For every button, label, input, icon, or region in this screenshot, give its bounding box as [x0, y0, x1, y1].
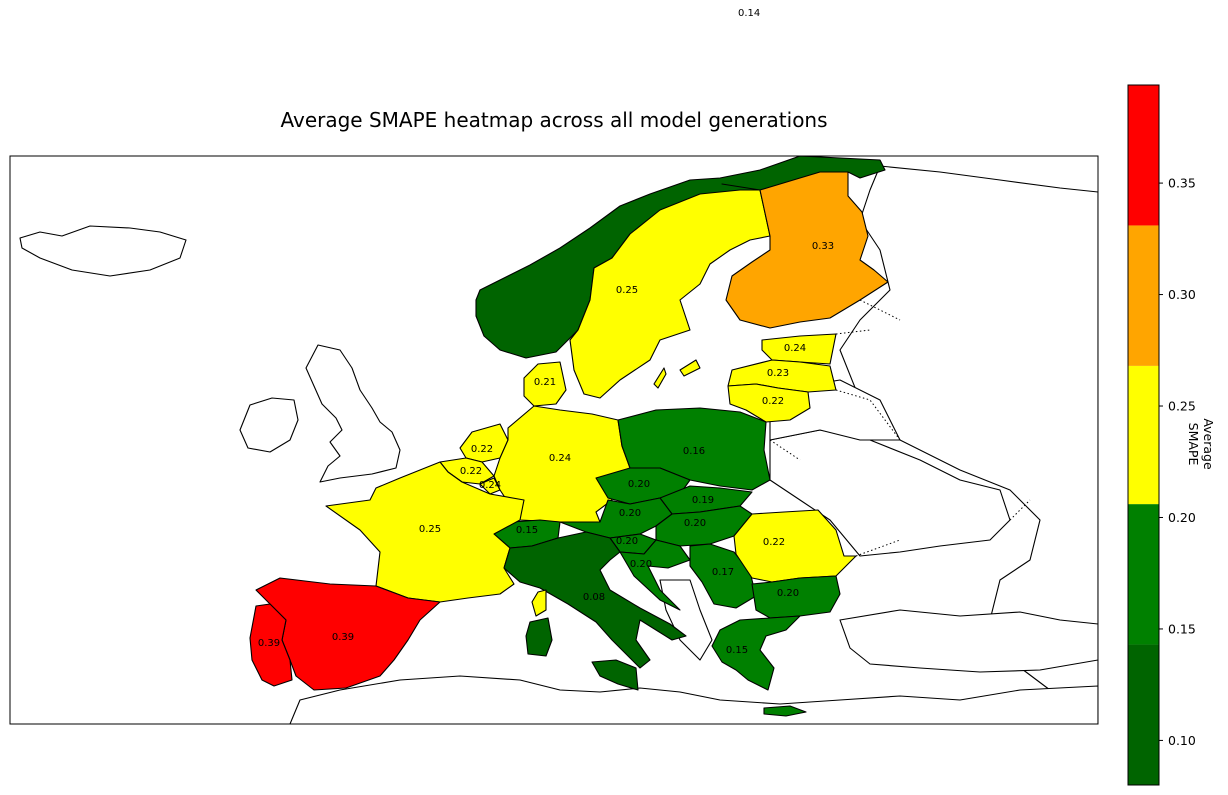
region-italy	[503, 531, 687, 669]
region-corsica	[531, 589, 547, 617]
colorbar-tick-label: 0.30	[1168, 287, 1196, 302]
value-label-bulgaria: 0.20	[777, 588, 799, 599]
value-label-serbia: 0.17	[712, 567, 734, 578]
value-label-netherlands: 0.22	[471, 444, 493, 455]
value-label-france: 0.25	[419, 524, 441, 535]
region-bulgaria	[751, 575, 841, 619]
colorbar: 0.10 0.15 0.20 0.25 0.30 0.35	[1127, 84, 1196, 786]
map-frame	[9, 155, 1099, 725]
value-label-latvia: 0.23	[767, 368, 789, 379]
value-label-belgium: 0.22	[460, 466, 482, 477]
value-label-slovakia: 0.19	[692, 495, 714, 506]
land-outline-iceland	[19, 225, 187, 277]
colorbar-band-2	[1128, 365, 1159, 505]
colorbar-band-3	[1128, 225, 1159, 366]
value-label-italy: 0.08	[583, 592, 605, 603]
region-greece	[711, 615, 801, 691]
region-gotland	[679, 359, 701, 377]
value-label-poland: 0.16	[683, 446, 705, 457]
colorbar-band-1	[1128, 504, 1159, 645]
region-sardinia	[525, 617, 553, 657]
colorbar-tick-label: 0.15	[1168, 621, 1196, 636]
land-outline-ireland	[239, 397, 299, 453]
region-estonia	[761, 333, 837, 365]
colorbar-frame	[1127, 84, 1160, 786]
border-dotted-east	[769, 299, 1031, 557]
value-label-denmark: 0.21	[534, 377, 556, 388]
land-outline-balkans-west	[659, 579, 713, 661]
region-crete	[763, 705, 807, 717]
colorbar-tick-label: 0.25	[1168, 399, 1196, 414]
stray-value-label: 0.14	[738, 8, 761, 19]
region-denmark	[523, 361, 567, 407]
region-germany	[493, 405, 631, 523]
region-sicily	[591, 659, 639, 691]
map-title: Average SMAPE heatmap across all model g…	[280, 108, 828, 132]
land-outline-russia	[839, 165, 1098, 701]
land-outline-north-africa	[289, 675, 1098, 724]
value-label-hungary: 0.20	[684, 518, 706, 529]
region-lithuania	[727, 383, 811, 423]
value-label-luxembourg: 0.24	[479, 480, 501, 491]
land-outline-turkey	[839, 609, 1098, 673]
land-outline-ukraine	[769, 429, 1011, 557]
value-label-slovenia: 0.20	[616, 536, 638, 547]
region-oland	[653, 367, 667, 389]
value-label-portugal: 0.39	[258, 638, 280, 649]
colorbar-tick-label: 0.35	[1168, 176, 1196, 191]
land-outline-great-britain	[305, 344, 401, 483]
value-label-switzerland: 0.15	[516, 525, 538, 536]
colorbar-label: Average SMAPE	[1186, 418, 1216, 470]
region-sweden	[569, 189, 771, 399]
value-label-czechia: 0.20	[628, 479, 650, 490]
value-label-lithuania: 0.22	[762, 396, 784, 407]
value-label-austria: 0.20	[619, 508, 641, 519]
colorbar-band-0	[1128, 644, 1159, 785]
value-label-finland: 0.33	[812, 241, 834, 252]
value-label-germany: 0.24	[549, 453, 571, 464]
colorbar-tick-label: 0.20	[1168, 510, 1196, 525]
value-label-sweden: 0.25	[616, 285, 638, 296]
value-label-greece: 0.15	[726, 645, 748, 656]
value-label-estonia: 0.24	[784, 343, 806, 354]
value-label-romania: 0.22	[763, 537, 785, 548]
colorbar-tick-label: 0.10	[1168, 733, 1196, 748]
region-portugal	[249, 603, 293, 687]
value-label-spain: 0.39	[332, 632, 354, 643]
value-label-croatia: 0.20	[630, 559, 652, 570]
region-croatia	[619, 539, 691, 611]
colorbar-band-4	[1128, 85, 1159, 226]
